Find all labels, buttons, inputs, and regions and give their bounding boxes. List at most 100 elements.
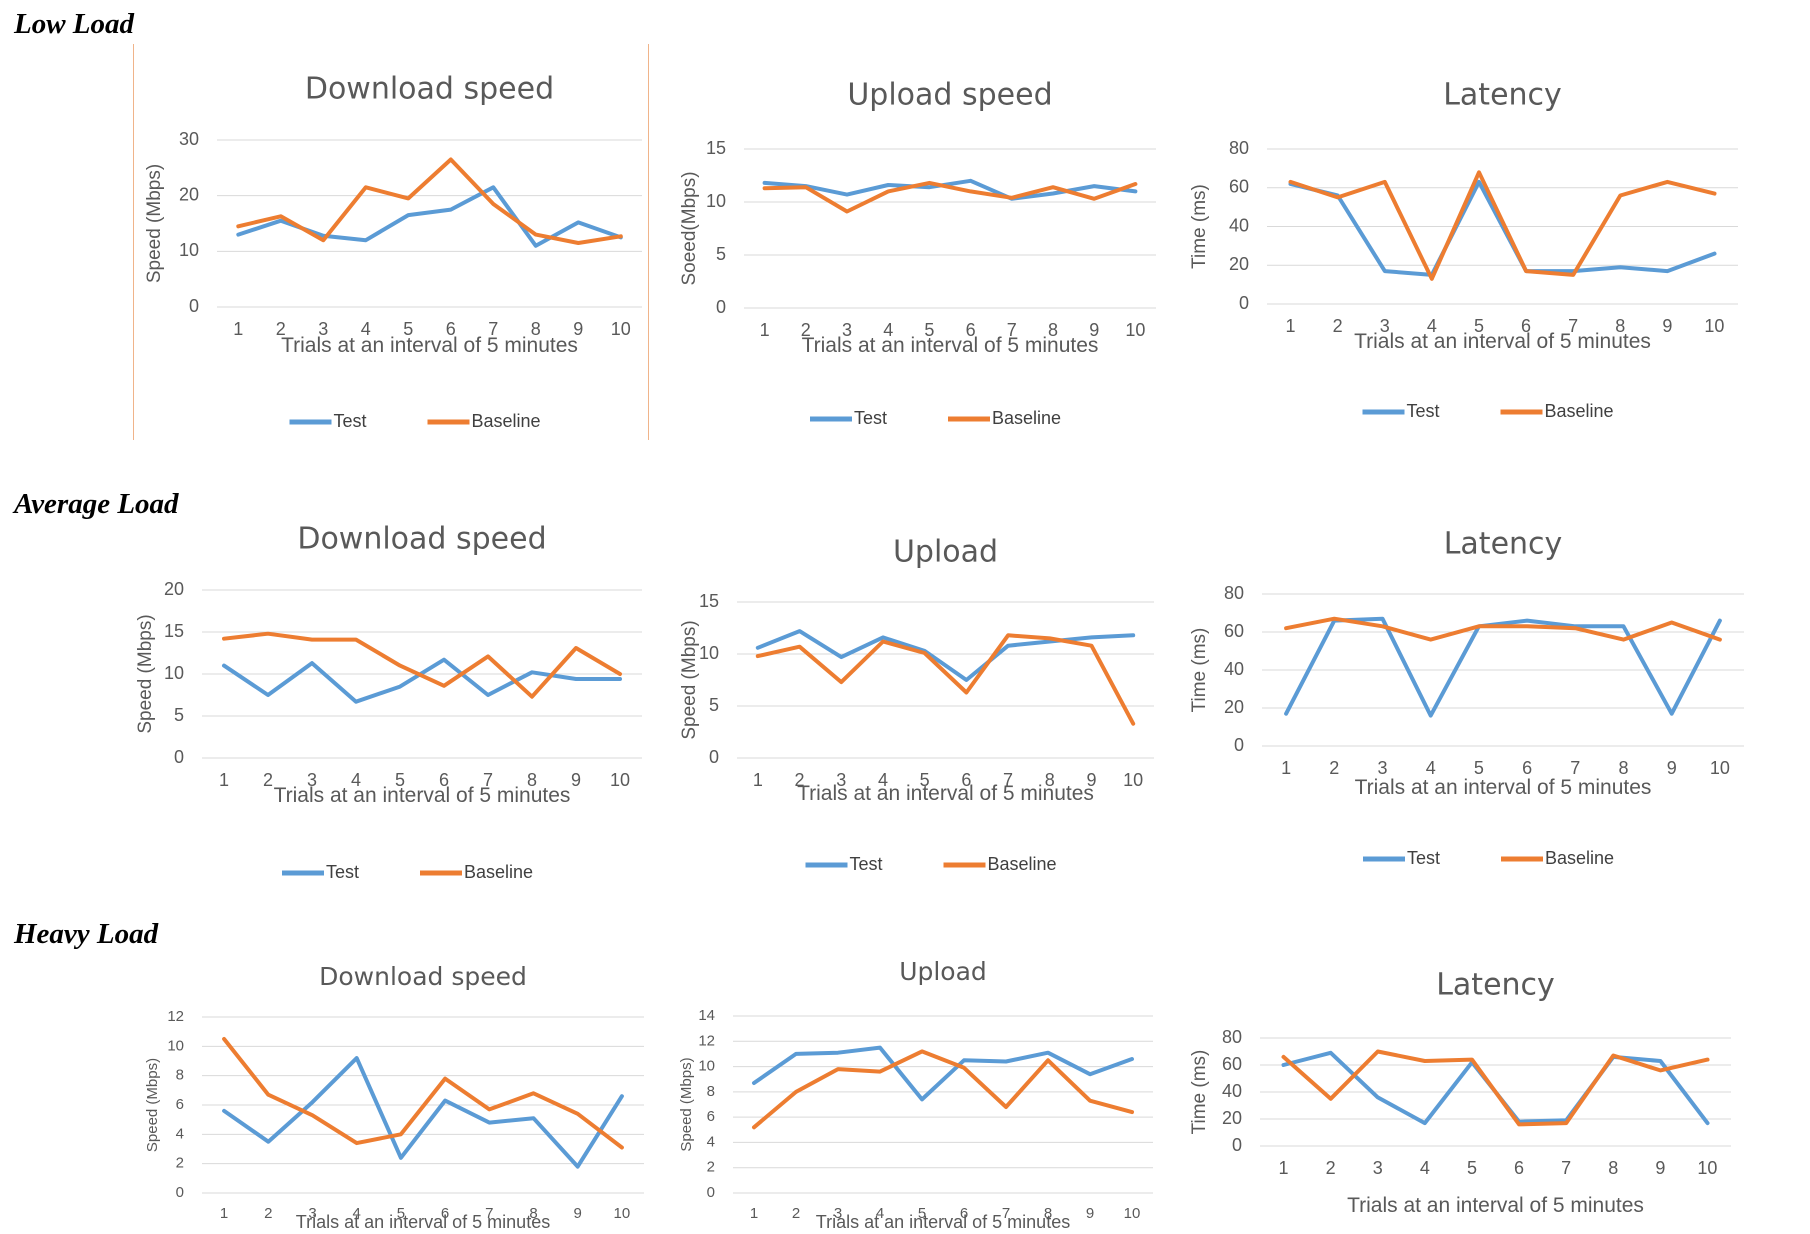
section-title-heavy-load: Heavy Load [14,918,159,950]
y-tick-label: 80 [1222,1027,1242,1047]
legend-label-baseline: Baseline [472,411,541,431]
x-axis-label: Trials at an interval of 5 minutes [296,1212,550,1232]
x-tick-label: 1 [753,770,763,790]
y-tick-label: 6 [707,1108,715,1125]
x-axis-label: Trials at an interval of 5 minutes [1347,1194,1644,1217]
y-tick-label: 10 [706,191,726,211]
y-tick-label: 40 [1229,215,1249,235]
y-tick-label: 0 [716,297,726,317]
x-tick-label: 1 [233,319,243,339]
x-tick-label: 3 [1380,316,1390,336]
y-tick-label: 12 [167,1008,184,1025]
y-tick-label: 15 [706,138,726,158]
y-tick-label: 0 [1239,293,1249,313]
x-tick-label: 1 [750,1205,758,1222]
x-tick-label: 5 [1474,758,1484,778]
y-tick-label: 0 [1232,1135,1242,1155]
x-axis-label: Trials at an interval of 5 minutes [1355,776,1652,799]
x-tick-label: 5 [918,1205,926,1222]
x-tick-label: 9 [1662,316,1672,336]
x-tick-label: 10 [1704,316,1724,336]
line-chart-2: Upload speed 0 5 10 15 1 2 3 4 5 6 7 8 9 10 Trials at a… [679,78,1156,428]
x-tick-label: 4 [1427,316,1437,336]
chart-title: Download speed [305,72,554,107]
x-tick-label: 5 [403,319,413,339]
x-tick-label: 5 [397,1205,405,1222]
x-axis-label: Trials at an interval of 5 minutes [281,334,578,357]
y-axis-label: Time (ms) [1189,184,1210,269]
x-tick-label: 6 [1521,316,1531,336]
line-chart-3: Latency 0 20 40 60 80 1 2 3 4 5 6 7 8 9 10 Trials at an … [1189,78,1738,421]
x-tick-label: 9 [573,319,583,339]
line-chart-5: Upload 0 5 10 15 1 2 3 4 5 6 7 8 9 10 Trials at an inte… [679,535,1154,874]
x-tick-label: 7 [1570,758,1580,778]
y-tick-label: 14 [698,1007,715,1024]
y-tick-label: 12 [698,1032,715,1049]
series-line-baseline [236,157,623,245]
y-tick-label: 6 [176,1096,184,1113]
y-axis-label: Speed (Mbps) [144,164,165,283]
x-tick-label: 8 [529,1205,537,1222]
x-tick-label: 3 [836,770,846,790]
x-tick-label: 7 [1561,1158,1571,1178]
y-tick-label: 0 [174,747,184,767]
x-tick-label: 2 [264,1205,272,1222]
legend-label-test: Test [326,862,359,882]
chart-title: Download speed [297,522,546,557]
x-tick-label: 8 [1048,320,1058,340]
y-tick-label: 30 [179,129,199,149]
x-tick-label: 10 [614,1205,631,1222]
x-tick-label: 7 [1007,320,1017,340]
chart-title: Upload [899,957,987,986]
x-tick-label: 10 [1124,1205,1141,1222]
x-tick-label: 4 [351,770,361,790]
x-tick-label: 7 [1002,1205,1010,1222]
y-tick-label: 0 [707,1184,715,1201]
x-tick-label: 6 [439,770,449,790]
x-tick-label: 1 [1279,1158,1289,1178]
x-tick-label: 5 [1467,1158,1477,1178]
y-tick-label: 8 [707,1083,715,1100]
y-tick-label: 2 [176,1155,184,1172]
y-tick-label: 0 [709,747,719,767]
x-tick-label: 2 [1326,1158,1336,1178]
x-tick-label: 5 [920,770,930,790]
x-tick-label: 4 [1420,1158,1430,1178]
chart-title: Upload [893,535,998,570]
y-tick-label: 2 [707,1159,715,1176]
series-line-baseline [762,180,1138,214]
x-tick-label: 3 [842,320,852,340]
y-axis-label: Time (ms) [1189,628,1210,713]
legend-label-test: Test [334,411,367,431]
y-tick-label: 5 [709,695,719,715]
y-tick-label: 10 [179,240,199,260]
x-tick-label: 8 [1045,770,1055,790]
x-tick-label: 1 [760,320,770,340]
x-tick-label: 3 [318,319,328,339]
x-tick-label: 6 [960,1205,968,1222]
x-tick-label: 4 [1426,758,1436,778]
series-line-baseline [1284,616,1722,642]
y-tick-label: 20 [179,184,199,204]
x-tick-label: 9 [1086,770,1096,790]
x-tick-label: 6 [961,770,971,790]
y-tick-label: 0 [176,1184,184,1201]
legend-label-test: Test [850,854,883,874]
x-tick-label: 3 [308,1205,316,1222]
x-tick-label: 4 [361,319,371,339]
x-axis-label: Trials at an interval of 5 minutes [816,1212,1070,1232]
line-chart-6: Latency 0 20 40 60 80 1 2 3 4 5 6 7 8 9 10 Trials at an … [1189,527,1744,868]
x-tick-label: 5 [1474,316,1484,336]
legend-label-test: Test [854,408,887,428]
y-tick-label: 10 [164,663,184,683]
series-line-baseline [752,1049,1134,1130]
x-tick-label: 4 [883,320,893,340]
y-tick-label: 10 [167,1037,184,1054]
x-tick-label: 9 [1667,758,1677,778]
x-tick-label: 4 [878,770,888,790]
y-tick-label: 60 [1229,177,1249,197]
x-tick-label: 2 [1333,316,1343,336]
series-line-baseline [1288,170,1717,281]
